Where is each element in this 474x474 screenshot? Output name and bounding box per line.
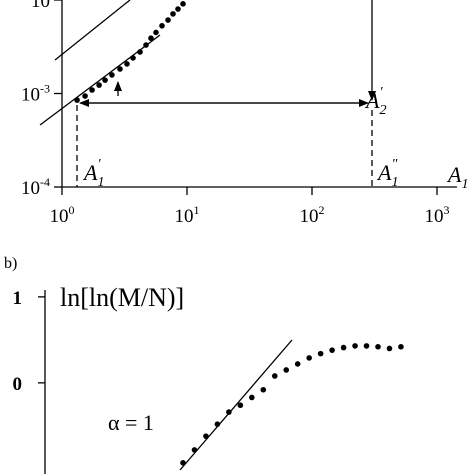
annotation: A1 ": [376, 157, 398, 190]
annotation: α = 1: [108, 410, 154, 435]
annotation-text: A: [82, 160, 98, 185]
point: [191, 447, 198, 453]
y-tick-label: 1: [13, 288, 23, 309]
point: [226, 409, 232, 415]
annotation-sub: 1: [97, 175, 104, 190]
tick-label: 10-3: [21, 82, 50, 106]
point: [82, 93, 88, 99]
guides: [39, 0, 376, 471]
fit-line: [39, 34, 161, 126]
point: [148, 35, 154, 42]
point: [352, 343, 358, 349]
point: [102, 77, 108, 83]
tick-label: 100: [50, 203, 75, 227]
tick-label: 103: [425, 203, 450, 227]
annotation-text: A: [446, 162, 462, 187]
point: [89, 87, 95, 93]
point: [237, 402, 244, 409]
point: [180, 460, 186, 466]
tick-label: 102: [300, 203, 325, 227]
point: [329, 347, 335, 353]
point: [143, 42, 149, 48]
point: [165, 17, 171, 23]
point: [375, 343, 381, 350]
annotation-text: A: [364, 88, 380, 113]
point: [124, 61, 130, 67]
annotation-text: A: [376, 160, 392, 185]
annotation: A2 ': [364, 85, 386, 118]
annotation: A1 ': [82, 157, 104, 190]
tick-label: 101: [175, 203, 200, 227]
panel-label: b): [4, 255, 17, 272]
annotation-sub: 1: [461, 177, 468, 192]
point: [271, 373, 278, 379]
point: [109, 72, 115, 78]
annotation-sup: ": [391, 157, 397, 172]
point: [117, 66, 123, 72]
point: [175, 6, 181, 12]
point: [74, 97, 80, 103]
y-axis-label: ln[ln(M/N)]: [60, 283, 184, 312]
annotation-sup: ': [379, 85, 383, 100]
point: [249, 394, 255, 401]
annotation-sub: 1: [391, 175, 398, 190]
point: [159, 22, 165, 29]
point: [170, 11, 176, 17]
point: [137, 49, 143, 55]
point: [340, 344, 347, 351]
point: [363, 343, 370, 349]
point: [398, 343, 404, 350]
point: [96, 82, 102, 88]
annotation: A1: [446, 162, 468, 192]
fit-line: [54, 0, 131, 61]
tick-label: 10: [31, 0, 50, 12]
point: [130, 55, 136, 61]
point: [203, 433, 209, 439]
point: [294, 361, 301, 367]
point: [214, 421, 221, 427]
point: [180, 1, 186, 7]
point: [386, 345, 393, 352]
point: [306, 355, 312, 361]
point: [283, 367, 290, 373]
annotation-sup: ': [97, 157, 101, 172]
tick-label: 10-4: [21, 175, 50, 199]
y-tick-label: 0: [13, 374, 23, 395]
point: [317, 350, 324, 357]
annotation-sub: 2: [379, 103, 386, 118]
fit-line: [179, 339, 293, 471]
point: [260, 386, 267, 393]
point: [153, 29, 159, 36]
